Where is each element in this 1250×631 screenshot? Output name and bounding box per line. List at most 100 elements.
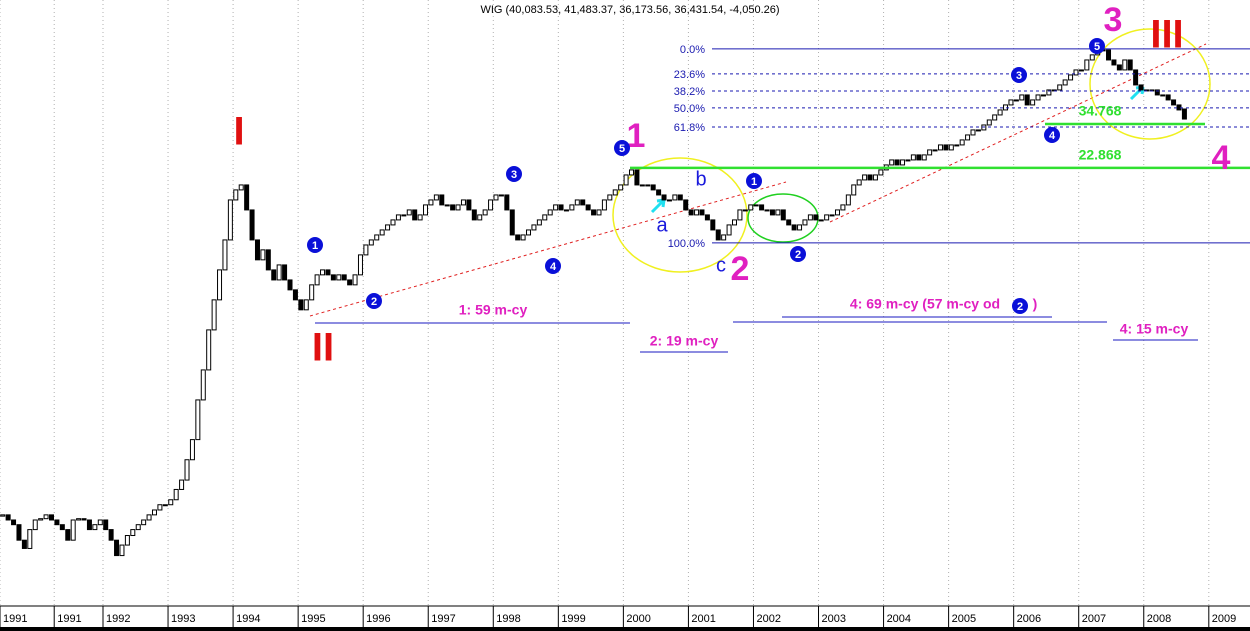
wave-marker: 1: [307, 237, 323, 253]
x-tick-label: 1995: [301, 613, 325, 625]
candle-body: [504, 194, 510, 211]
candle-body: [932, 149, 938, 152]
candle-body: [276, 264, 282, 281]
sub-wave-label: c: [716, 254, 726, 276]
wave-label: I: [233, 110, 244, 154]
candle-body: [347, 279, 353, 286]
x-tick-label: 2005: [952, 613, 976, 625]
candle-body: [813, 214, 819, 221]
candle-body: [76, 518, 82, 521]
candle-body: [195, 399, 201, 441]
wave-marker: 5: [1089, 38, 1105, 54]
fib-label: 100.0%: [668, 238, 706, 250]
candle-body: [731, 219, 737, 226]
wave-label: III: [1150, 13, 1183, 57]
candle-body: [70, 519, 76, 541]
candle-body: [488, 199, 494, 211]
candle-body: [862, 174, 868, 181]
candle-body: [439, 194, 445, 206]
candle-body: [780, 209, 786, 221]
candle-body: [872, 174, 878, 181]
candle-body: [997, 109, 1003, 116]
candle-body: [656, 189, 662, 196]
wave-label: 1: [627, 117, 646, 155]
candle-body: [639, 184, 645, 187]
wave-marker-label: 3: [511, 169, 517, 181]
candle-body: [1046, 89, 1052, 96]
candle-body: [867, 174, 873, 181]
candle-body: [374, 234, 380, 241]
candle-body: [444, 204, 450, 207]
candle-body: [666, 199, 672, 202]
candle-body: [900, 159, 906, 166]
x-tick-label: 2002: [756, 613, 780, 625]
candle-body: [569, 204, 575, 211]
candle-body: [97, 519, 103, 526]
candle-body: [168, 499, 174, 506]
candle-body: [298, 299, 304, 311]
candle-body: [466, 199, 472, 211]
candle-body: [11, 519, 17, 526]
candle-body: [694, 209, 700, 216]
candle-body: [629, 169, 635, 176]
candle-body: [65, 529, 71, 541]
wave-marker: 3: [506, 166, 522, 182]
candle-body: [271, 269, 277, 281]
candle-body: [759, 204, 765, 211]
candle-body: [1089, 54, 1095, 61]
candle-body: [1165, 94, 1171, 101]
candle-body: [845, 194, 851, 206]
candle-body: [428, 199, 434, 206]
candle-body: [282, 264, 288, 281]
x-tick-label: 2000: [626, 613, 650, 625]
candle-body: [954, 144, 960, 147]
wave-marker-label: 2: [371, 296, 377, 308]
candle-body: [1040, 94, 1046, 97]
trend-line: [309, 181, 787, 317]
candle-body: [829, 214, 835, 217]
candle-body: [1008, 99, 1014, 106]
candle-body: [189, 439, 195, 461]
candle-body: [775, 209, 781, 216]
candle-body: [623, 174, 629, 186]
sub-wave-label: b: [695, 168, 706, 190]
candle-body: [162, 504, 168, 507]
x-tick-label: 2004: [887, 613, 911, 625]
x-tick-label: 1994: [236, 613, 260, 625]
candle-body: [401, 214, 407, 217]
candle-body: [1084, 59, 1090, 71]
wave-marker: 4: [545, 258, 561, 274]
candle-body: [0, 514, 6, 517]
candle-body: [211, 299, 217, 331]
wave-marker-label: 2: [1017, 301, 1023, 313]
x-tick-label: 2008: [1147, 613, 1171, 625]
wave-marker-label: 2: [795, 249, 801, 261]
candle-body: [38, 518, 44, 521]
overlays: [309, 28, 1211, 353]
candle-body: [807, 214, 813, 221]
wave-marker-label: 5: [1094, 41, 1100, 53]
candle-body: [108, 529, 114, 541]
candle-body: [368, 239, 374, 246]
candle-body: [357, 254, 363, 276]
candle-body: [948, 144, 954, 151]
candle-body: [184, 459, 190, 481]
candle-body: [352, 274, 358, 286]
candle-body: [542, 214, 548, 221]
candle-body: [157, 504, 163, 511]
candle-body: [536, 219, 542, 226]
annotation: 2: 19 m-cy: [650, 333, 719, 349]
candle-body: [1111, 59, 1117, 66]
candle-body: [834, 209, 840, 216]
candle-body: [1078, 69, 1084, 72]
candle-body: [786, 219, 792, 226]
candle-body: [509, 209, 515, 236]
candle-body: [878, 169, 884, 176]
candle-body: [314, 274, 320, 286]
candle-body: [406, 209, 412, 216]
candle-body: [135, 524, 141, 531]
candle-body: [889, 159, 895, 166]
candle-body: [477, 214, 483, 221]
candle-body: [927, 149, 933, 156]
